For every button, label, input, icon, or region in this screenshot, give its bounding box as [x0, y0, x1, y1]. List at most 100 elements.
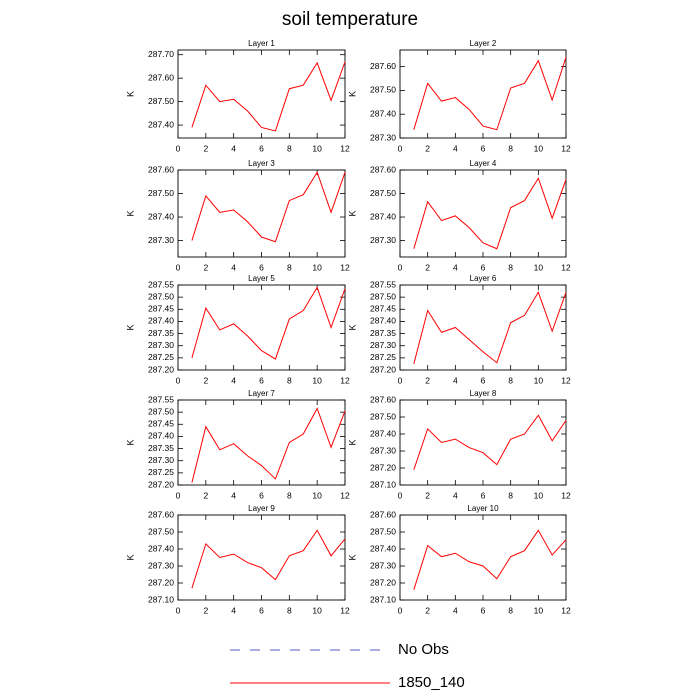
x-tick-label: 4 — [231, 143, 236, 153]
plot-frame — [399, 169, 567, 258]
y-tick-label: 287.40 — [148, 119, 174, 129]
x-tick-label: 6 — [481, 375, 486, 385]
y-tick-label: 287.30 — [148, 340, 174, 350]
x-tick-label: 6 — [481, 262, 486, 272]
y-tick-label: 287.70 — [148, 49, 174, 59]
x-tick-label: 10 — [534, 605, 544, 615]
x-tick-label: 2 — [203, 262, 208, 272]
x-tick-label: 12 — [561, 143, 571, 153]
x-tick-label: 8 — [287, 605, 292, 615]
data-line — [413, 177, 567, 250]
x-tick-label: 8 — [508, 605, 513, 615]
x-tick-label: 2 — [203, 490, 208, 500]
y-tick-label: 287.40 — [370, 211, 396, 221]
y-tick-label: 287.50 — [148, 526, 174, 536]
x-tick-label: 0 — [176, 262, 181, 272]
y-tick-label: 287.50 — [370, 188, 396, 198]
x-tick-label: 6 — [481, 605, 486, 615]
x-tick-label: 2 — [203, 375, 208, 385]
x-tick-label: 12 — [340, 490, 350, 500]
y-axis-label: K — [347, 554, 357, 560]
data-line — [413, 56, 567, 131]
panel-title: Layer 2 — [470, 39, 497, 48]
y-tick-label: 287.60 — [148, 72, 174, 82]
x-tick-label: 0 — [176, 605, 181, 615]
plot-frame — [177, 399, 346, 486]
data-line — [413, 529, 567, 590]
x-tick-label: 12 — [561, 605, 571, 615]
y-tick-label: 287.40 — [370, 316, 396, 326]
y-tick-label: 287.20 — [148, 364, 174, 374]
x-tick-label: 10 — [312, 490, 322, 500]
y-axis-label: K — [347, 324, 357, 330]
x-tick-label: 10 — [312, 605, 322, 615]
y-tick-label: 287.50 — [148, 188, 174, 198]
x-tick-label: 6 — [259, 143, 264, 153]
y-tick-label: 287.40 — [148, 543, 174, 553]
y-tick-label: 287.45 — [148, 304, 174, 314]
x-tick-label: 8 — [508, 375, 513, 385]
y-tick-label: 287.10 — [370, 479, 396, 489]
x-tick-label: 4 — [453, 605, 458, 615]
y-tick-label: 287.30 — [370, 560, 396, 570]
plot-frame — [399, 399, 567, 486]
x-tick-label: 6 — [481, 490, 486, 500]
x-tick-label: 12 — [561, 375, 571, 385]
x-tick-label: 12 — [340, 375, 350, 385]
plot-frame — [177, 284, 346, 371]
y-tick-label: 287.50 — [148, 291, 174, 301]
legend-label: 1850_140 — [398, 674, 465, 691]
y-tick-label: 287.35 — [148, 328, 174, 338]
y-tick-label: 287.50 — [148, 406, 174, 416]
panel-title: Layer 4 — [470, 159, 497, 168]
y-tick-label: 287.10 — [148, 594, 174, 604]
y-tick-label: 287.55 — [148, 394, 174, 404]
y-tick-label: 287.60 — [370, 164, 396, 174]
x-tick-label: 0 — [176, 143, 181, 153]
panel-title: Layer 7 — [248, 389, 275, 398]
x-tick-label: 10 — [312, 375, 322, 385]
panel-title: Layer 1 — [248, 39, 275, 48]
x-tick-label: 0 — [398, 375, 403, 385]
x-tick-label: 8 — [508, 262, 513, 272]
x-tick-label: 6 — [481, 143, 486, 153]
y-tick-label: 287.25 — [370, 352, 396, 362]
panel-title: Layer 8 — [470, 389, 497, 398]
x-tick-label: 12 — [340, 605, 350, 615]
x-tick-label: 6 — [259, 490, 264, 500]
panel-title: Layer 10 — [467, 504, 499, 513]
x-tick-label: 2 — [425, 490, 430, 500]
x-tick-label: 2 — [203, 605, 208, 615]
y-tick-label: 287.30 — [148, 560, 174, 570]
y-tick-label: 287.40 — [370, 108, 396, 118]
y-tick-label: 287.50 — [370, 291, 396, 301]
x-tick-label: 8 — [287, 143, 292, 153]
plot-frame — [177, 169, 346, 258]
legend-label: No Obs — [398, 641, 449, 658]
y-tick-label: 287.45 — [148, 419, 174, 429]
data-line — [191, 529, 346, 589]
y-tick-label: 287.30 — [370, 132, 396, 142]
y-tick-label: 287.20 — [148, 577, 174, 587]
x-tick-label: 12 — [340, 143, 350, 153]
x-tick-label: 10 — [534, 490, 544, 500]
x-tick-label: 4 — [231, 375, 236, 385]
x-tick-label: 10 — [534, 262, 544, 272]
y-tick-label: 287.50 — [370, 85, 396, 95]
x-tick-label: 4 — [231, 490, 236, 500]
x-tick-label: 2 — [425, 143, 430, 153]
x-tick-label: 4 — [453, 490, 458, 500]
x-tick-label: 6 — [259, 605, 264, 615]
plot-frame — [399, 514, 567, 601]
y-axis-label: K — [347, 439, 357, 445]
x-tick-label: 0 — [398, 605, 403, 615]
figure-title: soil temperature — [282, 9, 418, 30]
x-tick-label: 0 — [176, 490, 181, 500]
y-tick-label: 287.55 — [148, 279, 174, 289]
y-tick-label: 287.40 — [370, 543, 396, 553]
y-axis-label: K — [347, 91, 357, 97]
x-tick-label: 4 — [453, 375, 458, 385]
x-tick-label: 4 — [453, 143, 458, 153]
